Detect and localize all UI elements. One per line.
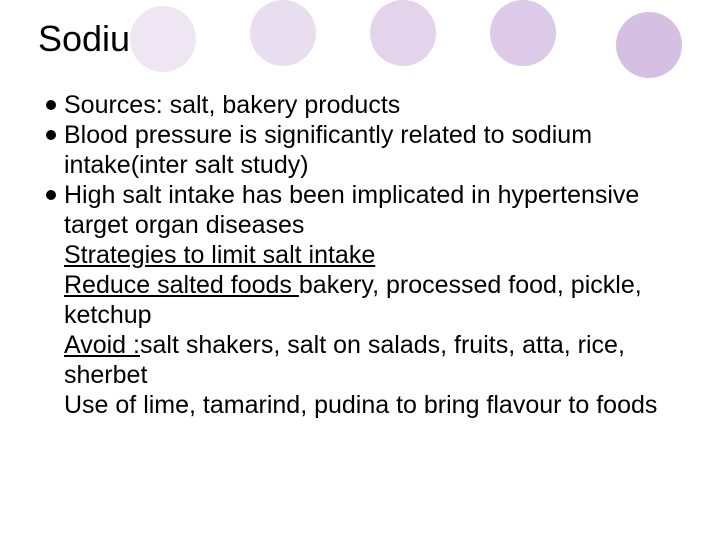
bullet-icon: [46, 130, 56, 140]
bullet-item: Sources: salt, bakery products: [46, 90, 688, 120]
bullet-item: High salt intake has been implicated in …: [46, 180, 688, 240]
text-run: Blood pressure is significantly related …: [64, 121, 592, 179]
slide-body: Sources: salt, bakery productsBlood pres…: [46, 90, 688, 420]
underlined-run: Reduce salted foods: [64, 271, 299, 299]
underlined-run: Avoid :: [64, 331, 140, 359]
line-text: Sources: salt, bakery products: [64, 90, 688, 120]
bg-circle-2: [250, 0, 316, 66]
bullet-icon: [46, 190, 56, 200]
text-run: High salt intake has been implicated in …: [64, 181, 639, 239]
underlined-run: Strategies to limit salt intake: [64, 241, 375, 269]
line-text: High salt intake has been implicated in …: [64, 180, 688, 240]
line-text: Blood pressure is significantly related …: [64, 120, 688, 180]
indent-item: Reduce salted foods bakery, processed fo…: [46, 270, 688, 330]
line-text: Strategies to limit salt intake: [64, 240, 375, 270]
line-text: Avoid :salt shakers, salt on salads, fru…: [64, 330, 688, 390]
slide: Sodium Sources: salt, bakery productsBlo…: [0, 0, 720, 540]
bg-circle-3: [370, 0, 436, 66]
text-run: Sources: salt, bakery products: [64, 91, 400, 119]
indent-item: Use of lime, tamarind, pudina to bring f…: [46, 390, 688, 420]
bullet-item: Blood pressure is significantly related …: [46, 120, 688, 180]
bg-circle-5: [616, 12, 682, 78]
indent-item: Strategies to limit salt intake: [46, 240, 688, 270]
bg-circle-1: [130, 6, 196, 72]
line-text: Use of lime, tamarind, pudina to bring f…: [64, 390, 657, 420]
text-run: salt shakers, salt on salads, fruits, at…: [64, 331, 625, 389]
bg-circle-4: [490, 0, 556, 66]
text-run: Use of lime, tamarind, pudina to bring f…: [64, 391, 657, 419]
indent-item: Avoid :salt shakers, salt on salads, fru…: [46, 330, 688, 390]
bullet-icon: [46, 100, 56, 110]
line-text: Reduce salted foods bakery, processed fo…: [64, 270, 688, 330]
